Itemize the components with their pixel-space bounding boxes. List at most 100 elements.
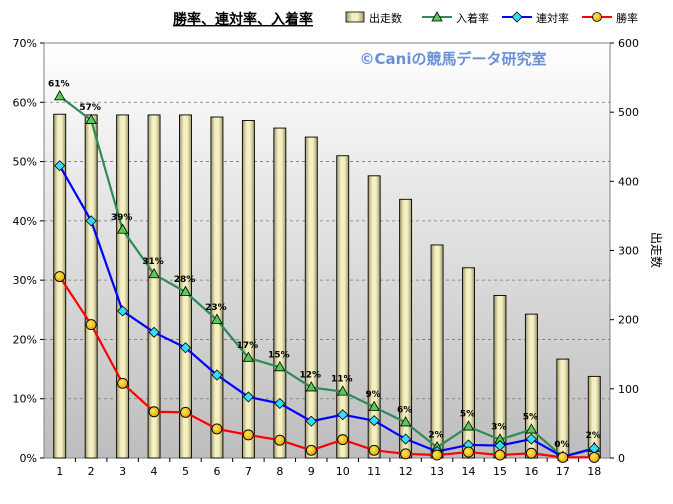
point-label-show-rate: 39% xyxy=(111,213,133,223)
point-label-show-rate: 57% xyxy=(79,103,101,113)
marker-win-rate xyxy=(337,434,349,446)
bar-runs xyxy=(147,114,161,459)
bar-series xyxy=(53,113,601,459)
left-tick-label: 30% xyxy=(13,274,37,287)
marker-quinella-rate xyxy=(368,415,380,427)
marker-quinella-rate xyxy=(117,305,129,317)
right-axis-ticks: 0 100 200 300 400 500 600 xyxy=(610,37,639,465)
marker-quinella-rate xyxy=(242,391,254,403)
point-label-show-rate: 3% xyxy=(491,423,506,433)
left-tick-label: 20% xyxy=(13,333,37,346)
marker-win-rate xyxy=(431,449,443,461)
x-tick-label: 11 xyxy=(367,465,381,478)
marker-show-rate xyxy=(148,267,160,279)
left-tick-label: 70% xyxy=(13,37,37,50)
x-tick-label: 6 xyxy=(213,465,220,478)
right-tick-label: 300 xyxy=(618,245,639,258)
chart-title: 勝率、連対率、入着率 xyxy=(173,11,313,28)
point-label-show-rate: 12% xyxy=(300,370,322,380)
marker-show-rate xyxy=(54,90,66,101)
right-tick-label: 600 xyxy=(618,37,639,50)
bar-runs xyxy=(116,114,130,459)
x-tick-label: 15 xyxy=(493,465,507,478)
left-tick-label: 40% xyxy=(13,215,37,228)
legend-marker-win-rate xyxy=(592,12,602,22)
marker-win-rate xyxy=(85,319,97,331)
bar-runs xyxy=(462,267,475,459)
marker-win-rate xyxy=(211,423,223,435)
marker-show-rate xyxy=(116,223,129,234)
right-tick-label: 400 xyxy=(618,175,639,188)
x-tick-label: 4 xyxy=(151,465,158,478)
marker-win-rate xyxy=(117,377,129,389)
marker-quinella-rate xyxy=(179,342,192,354)
point-label-show-rate: 6% xyxy=(397,405,412,415)
x-tick-label: 14 xyxy=(462,465,476,478)
bar-runs xyxy=(84,114,98,459)
point-label-show-rate: 23% xyxy=(205,303,227,313)
marker-show-rate xyxy=(462,420,475,431)
right-tick-label: 0 xyxy=(618,452,625,465)
point-label-show-rate: 2% xyxy=(586,431,601,441)
point-label-show-rate: 5% xyxy=(460,410,475,420)
marker-quinella-rate xyxy=(305,415,317,427)
left-tick-label: 60% xyxy=(13,96,37,109)
right-tick-label: 200 xyxy=(618,314,639,327)
marker-quinella-rate xyxy=(337,409,349,421)
marker-win-rate xyxy=(148,406,160,418)
bar-runs xyxy=(304,136,318,459)
marker-win-rate xyxy=(494,449,506,461)
legend: 出走数 入着率 連対率 勝率 xyxy=(345,11,638,25)
series-line xyxy=(59,95,595,458)
bar-runs xyxy=(241,120,255,459)
watermark-text: ©Caniの競馬データ研究室 xyxy=(360,50,547,68)
marker-win-rate xyxy=(54,271,66,283)
x-tick-label: 7 xyxy=(245,465,252,478)
point-label-show-rate: 5% xyxy=(523,413,538,423)
right-tick-label: 500 xyxy=(618,106,639,119)
marker-win-rate xyxy=(525,447,537,459)
marker-quinella-rate xyxy=(211,369,223,381)
bar-runs xyxy=(430,244,444,459)
legend-marker-quinella-rate xyxy=(511,11,523,23)
right-axis-label: 出走数 xyxy=(649,232,664,268)
marker-quinella-rate xyxy=(525,433,537,445)
marker-win-rate xyxy=(463,446,474,458)
marker-quinella-rate xyxy=(400,433,412,445)
point-label-show-rate: 17% xyxy=(237,341,259,351)
marker-show-rate xyxy=(368,400,380,411)
x-tick-label: 16 xyxy=(524,465,538,478)
legend-swatch-runs xyxy=(345,11,365,23)
marker-win-rate xyxy=(180,406,191,418)
x-tick-label: 10 xyxy=(336,465,350,478)
point-label-show-rate: 31% xyxy=(142,257,164,267)
marker-quinella-rate xyxy=(274,397,286,410)
marker-win-rate xyxy=(242,429,254,441)
left-tick-label: 50% xyxy=(13,156,37,169)
bar-runs xyxy=(273,127,287,459)
point-labels: 61% 57% 39% 31% 28% 23% 17% 15% 12% 11% 9% 6% 2% 5% 3%… xyxy=(48,79,601,449)
bar-runs xyxy=(336,155,350,459)
x-axis-ticks: 1 2 3 4 5 6 7 8 9 10 11 12 13 14 15 16 17 18 xyxy=(56,458,601,478)
marker-quinella-rate xyxy=(54,160,66,172)
marker-win-rate xyxy=(274,434,286,446)
marker-show-rate xyxy=(242,351,255,362)
legend-label-runs: 出走数 xyxy=(369,11,402,25)
x-tick-label: 12 xyxy=(399,465,413,478)
point-label-show-rate: 0% xyxy=(554,440,569,450)
marker-win-rate xyxy=(588,451,600,463)
marker-show-rate xyxy=(85,113,97,124)
x-tick-label: 17 xyxy=(556,465,570,478)
x-tick-label: 1 xyxy=(56,465,63,478)
right-tick-label: 100 xyxy=(618,383,639,396)
x-tick-label: 3 xyxy=(119,465,126,478)
grid-lines xyxy=(44,101,610,400)
marker-show-rate xyxy=(274,360,286,372)
legend-marker-show-rate xyxy=(431,11,443,22)
point-label-show-rate: 11% xyxy=(331,375,353,385)
x-tick-label: 5 xyxy=(182,465,189,478)
point-label-show-rate: 2% xyxy=(428,430,443,440)
marker-win-rate xyxy=(368,444,380,456)
